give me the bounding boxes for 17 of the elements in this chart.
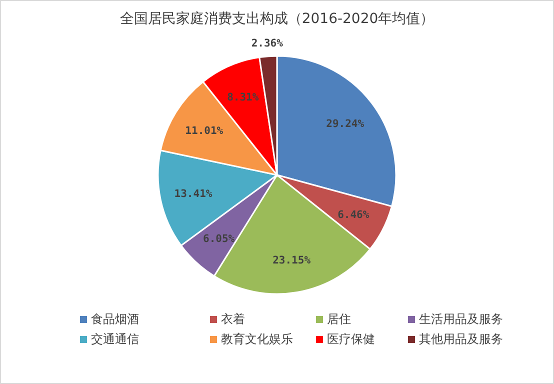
chart-title: 全国居民家庭消费支出构成（2016-2020年均值）: [120, 11, 434, 27]
data-label: 8.31%: [227, 91, 260, 104]
data-label: 6.05%: [203, 232, 236, 245]
legend-label: 居住: [327, 312, 351, 326]
legend-label: 教育文化娱乐: [221, 332, 293, 346]
data-label: 6.46%: [338, 208, 370, 221]
data-label: 29.24%: [326, 118, 365, 130]
data-label: 13.41%: [174, 188, 213, 200]
legend-label: 其他用品及服务: [419, 332, 503, 346]
legend-label: 医疗保健: [327, 332, 375, 346]
legend-label: 交通通信: [91, 332, 139, 346]
legend-label: 食品烟酒: [91, 312, 139, 326]
data-label: 11.01%: [185, 124, 224, 137]
data-label: 2.36%: [251, 37, 284, 50]
legend-label: 生活用品及服务: [419, 312, 503, 326]
legend-label: 衣着: [221, 312, 245, 326]
data-label: 23.15%: [272, 254, 312, 266]
